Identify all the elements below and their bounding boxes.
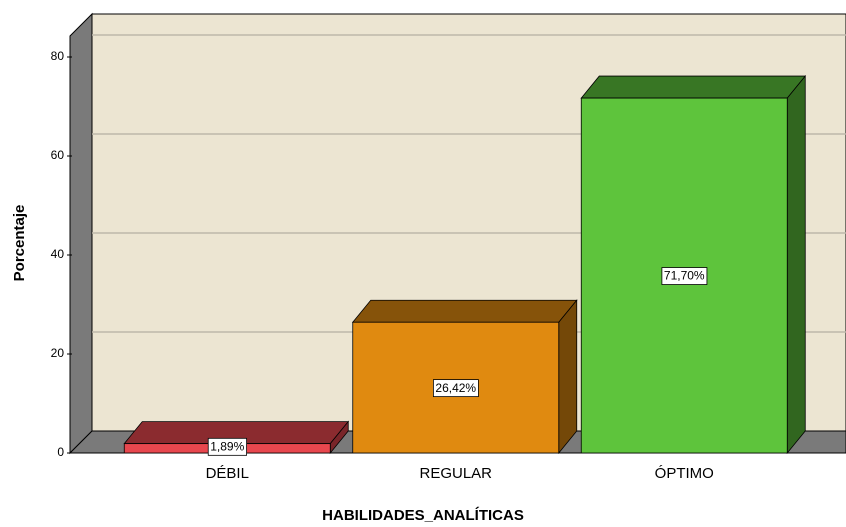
- value-label-box: [661, 267, 708, 285]
- bar-top: [580, 75, 807, 99]
- x-tick-label: ÓPTIMO: [655, 465, 714, 482]
- y-tick-label: 40: [51, 247, 65, 261]
- left-wall: [69, 12, 93, 455]
- x-tick-label: DÉBIL: [206, 465, 249, 482]
- y-tick-label: 20: [51, 346, 65, 360]
- value-label-box: [432, 379, 479, 398]
- bar-top: [351, 299, 578, 323]
- value-label: 1,89%: [210, 439, 244, 453]
- bars: 1,89% 26,42% 71,70%: [123, 74, 807, 456]
- value-label-box: [207, 437, 247, 456]
- value-label: 71,70%: [664, 269, 705, 283]
- y-tick-label: 80: [51, 49, 65, 63]
- bar-side: [786, 74, 806, 455]
- x-axis-title: HABILIDADES_ANALÍTICAS: [322, 507, 524, 524]
- y-axis-title: Porcentaje: [11, 205, 28, 282]
- value-label: 26,42%: [435, 381, 476, 395]
- bar-side: [558, 299, 578, 455]
- x-tick-label: REGULAR: [419, 465, 492, 482]
- y-tick-label: 0: [57, 445, 64, 459]
- y-tick-label: 60: [51, 148, 65, 162]
